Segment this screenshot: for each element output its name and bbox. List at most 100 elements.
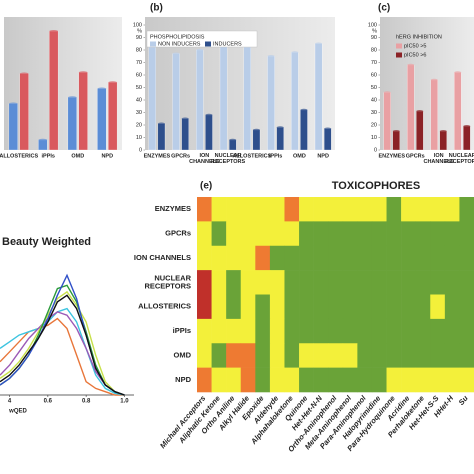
- y-tick-label: 60: [136, 72, 142, 78]
- heatmap-cell: [444, 270, 460, 295]
- bar-top: [300, 108, 308, 112]
- heatmap-cell: [415, 270, 431, 295]
- bar: [78, 72, 88, 151]
- x-tick-label: NPD: [317, 153, 329, 159]
- heatmap-cell: [211, 221, 227, 247]
- bar: [392, 131, 400, 151]
- x-tick-label: ENZYMES: [144, 153, 171, 159]
- bar-top: [324, 127, 332, 130]
- heatmap-cell: [415, 197, 431, 222]
- heatmap-cell: [284, 367, 300, 393]
- y-tick-label: 0: [374, 147, 377, 153]
- bar-top: [291, 51, 299, 54]
- heatmap-cell: [371, 197, 387, 222]
- bar-top: [463, 125, 471, 128]
- bar: [252, 129, 261, 151]
- heatmap-cell: [197, 294, 212, 320]
- x-tick-label: OMD: [293, 153, 306, 159]
- heatmap-cell: [313, 367, 329, 393]
- column-label: Su: [457, 393, 470, 406]
- heatmap-cell: [328, 245, 344, 271]
- heatmap-cell: [444, 197, 460, 222]
- heatmap-cell: [313, 343, 329, 368]
- y-tick-label: 70: [136, 60, 142, 66]
- heatmap-cell: [226, 343, 242, 368]
- heatmap-cell: [459, 318, 474, 344]
- x-tick-label: 1.0: [120, 399, 129, 405]
- heatmap-cell: [459, 367, 474, 393]
- heatmap-cell: [342, 318, 358, 344]
- bar-top: [97, 87, 107, 90]
- bar: [439, 131, 447, 151]
- legend-label: INDUCERS: [213, 41, 242, 47]
- heatmap-cell: [255, 270, 271, 295]
- heatmap-cell: [211, 294, 227, 320]
- y-tick-label: 10: [371, 135, 377, 141]
- heatmap-cell: [371, 294, 387, 320]
- y-tick-label: 40: [136, 97, 142, 103]
- bar: [407, 64, 415, 151]
- row-label: ALLOSTERICS: [138, 302, 191, 311]
- heatmap-cell: [430, 221, 446, 247]
- heatmap-cell: [357, 221, 373, 247]
- heatmap-cell: [459, 294, 474, 320]
- heatmap-cell: [386, 197, 402, 222]
- bar: [19, 73, 29, 151]
- y-tick-label: 30: [136, 110, 142, 116]
- heatmap-cell: [328, 367, 344, 393]
- bar: [196, 49, 204, 151]
- panel-label: (c): [378, 3, 390, 14]
- panel-label: (e): [200, 181, 212, 192]
- heatmap-cell: [371, 270, 387, 295]
- heatmap-cell: [313, 318, 329, 344]
- heatmap-cell: [211, 343, 227, 368]
- heatmap-cell: [269, 245, 285, 271]
- heatmap-cell: [226, 270, 242, 295]
- heatmap-cell: [211, 367, 227, 393]
- x-tick-label: iPPIs: [42, 153, 55, 159]
- bar-top: [430, 78, 438, 82]
- bar-top: [8, 102, 18, 105]
- legend-box: [146, 30, 258, 48]
- heatmap-cell: [415, 294, 431, 320]
- heatmap-cell: [401, 245, 416, 271]
- heatmap-cell: [401, 294, 416, 320]
- line: [0, 294, 125, 396]
- heatmap-cell: [284, 197, 300, 222]
- heatmap-cell: [313, 197, 329, 222]
- label-line: RECEPTORS: [144, 281, 191, 290]
- heatmap-cell: [415, 318, 431, 344]
- legend-swatch: [396, 52, 402, 58]
- heatmap-cell: [299, 270, 314, 295]
- bar: [463, 126, 471, 151]
- heatmap-cell: [211, 318, 227, 344]
- legend-label: NON INDUCERS: [158, 41, 201, 47]
- heatmap-cell: [342, 294, 358, 320]
- bar: [228, 139, 237, 151]
- heatmap-cell: [197, 343, 212, 368]
- x-tick-label: 4: [8, 399, 12, 405]
- heatmap-cell: [401, 270, 416, 295]
- heatmap-cell: [357, 367, 373, 393]
- heatmap-cell: [226, 245, 242, 271]
- row-label: OMD: [174, 350, 192, 359]
- bar: [157, 123, 166, 151]
- heatmap-cell: [342, 245, 358, 271]
- heatmap-cell: [342, 221, 358, 247]
- heatmap-cell: [444, 245, 460, 271]
- heatmap-cell: [357, 294, 373, 320]
- row-label: GPCRs: [165, 229, 191, 238]
- y-tick-label: 70: [371, 60, 377, 66]
- bar: [416, 111, 424, 151]
- bar: [291, 52, 299, 151]
- y-tick-label: 50: [136, 85, 142, 91]
- heatmap-cell: [444, 221, 460, 247]
- bar: [49, 31, 59, 151]
- y-tick-label: 50: [371, 85, 377, 91]
- heatmap-cell: [371, 343, 387, 368]
- x-tick-label: ION CHANNELS: [423, 153, 454, 165]
- row-label: ION CHANNELS: [134, 253, 191, 262]
- heatmap-cell: [197, 197, 212, 222]
- legend-title: PHOSPHOLIPIDOSIS: [150, 34, 205, 40]
